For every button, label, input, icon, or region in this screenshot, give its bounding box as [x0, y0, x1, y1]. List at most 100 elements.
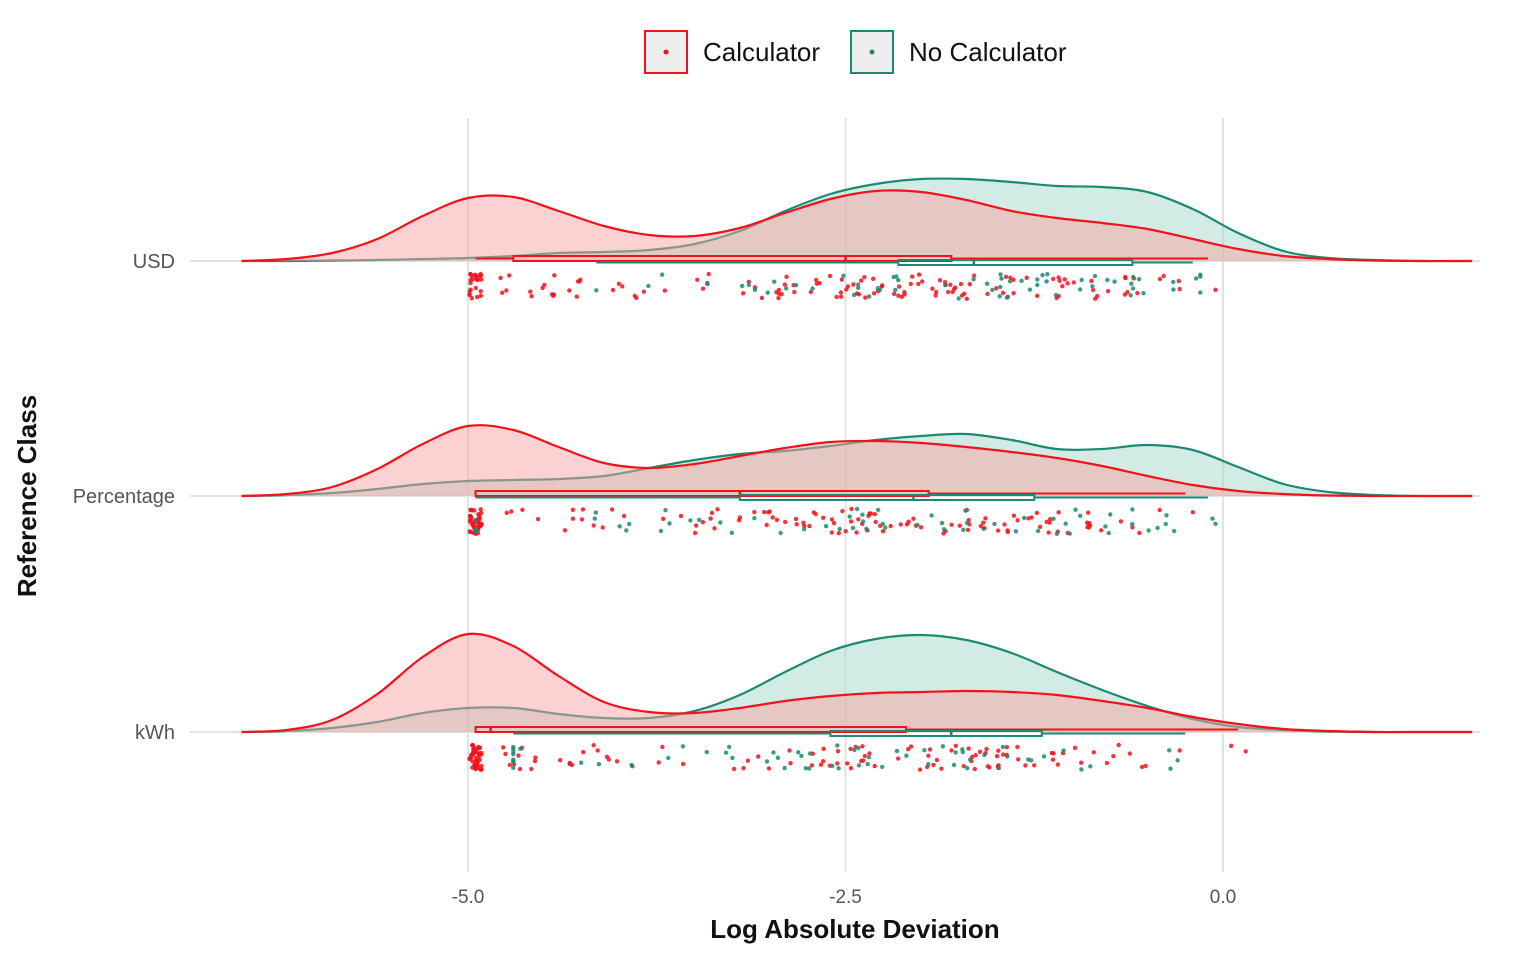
data-point-calculator [621, 513, 627, 519]
data-point-no-calculator [1004, 295, 1010, 300]
data-point-calculator [834, 294, 839, 300]
data-point-calculator [774, 290, 779, 295]
data-point-calculator [469, 296, 474, 301]
data-point-calculator [1005, 528, 1010, 533]
data-point-calculator [1055, 762, 1061, 767]
data-point-no-calculator [1078, 513, 1083, 518]
data-point-calculator [814, 277, 819, 283]
data-point-no-calculator [778, 530, 783, 536]
data-point-calculator [961, 764, 966, 769]
data-point-calculator [609, 507, 615, 512]
data-point-calculator [872, 763, 877, 769]
data-point-calculator [933, 293, 938, 298]
data-point-calculator [872, 511, 877, 517]
data-point-calculator [1190, 510, 1196, 515]
data-point-calculator [507, 273, 512, 278]
data-point-calculator [695, 277, 700, 282]
data-point-no-calculator [943, 282, 948, 287]
data-point-no-calculator [1163, 521, 1169, 527]
data-point-calculator [1139, 764, 1145, 770]
data-point-no-calculator [803, 766, 808, 771]
data-point-calculator [899, 294, 905, 299]
data-point-calculator [1056, 275, 1061, 280]
data-point-calculator [1015, 744, 1020, 750]
data-point-no-calculator [1051, 516, 1056, 521]
data-point-no-calculator [1130, 286, 1136, 291]
data-point-calculator [948, 282, 953, 287]
data-point-calculator [1086, 525, 1092, 530]
data-point-calculator [807, 523, 812, 529]
data-point-no-calculator [1175, 758, 1180, 763]
data-point-calculator [1116, 742, 1121, 748]
data-point-calculator [467, 292, 472, 298]
data-point-calculator [898, 522, 903, 527]
data-point-no-calculator [1073, 507, 1078, 512]
data-point-no-calculator [1007, 279, 1013, 284]
data-point-calculator [1016, 757, 1021, 762]
data-point-no-calculator [1079, 277, 1084, 283]
data-point-calculator [1176, 278, 1182, 284]
legend-dot-calculator [663, 49, 669, 55]
data-point-no-calculator [1108, 512, 1113, 517]
data-point-calculator [478, 293, 484, 298]
data-point-calculator [766, 766, 772, 771]
data-point-calculator [764, 522, 769, 528]
box-iqr-no-calculator [829, 730, 1043, 737]
data-point-no-calculator [961, 527, 966, 532]
data-point-no-calculator [667, 521, 672, 526]
data-point-no-calculator [866, 755, 872, 760]
data-point-calculator [479, 521, 484, 527]
data-point-calculator [862, 275, 867, 280]
data-point-no-calculator [1000, 744, 1006, 750]
data-point-calculator [529, 766, 534, 772]
data-point-calculator [1111, 754, 1116, 759]
data-point-calculator [926, 753, 931, 758]
box-iqr-calculator [474, 490, 930, 497]
data-point-calculator [1143, 763, 1148, 769]
data-point-calculator [845, 284, 851, 289]
data-point-calculator [891, 291, 897, 296]
data-point-no-calculator [617, 524, 622, 529]
data-point-no-calculator [984, 281, 990, 286]
data-point-no-calculator [473, 526, 478, 531]
data-point-no-calculator [1164, 513, 1169, 518]
data-point-calculator [848, 519, 854, 524]
data-point-no-calculator [875, 286, 880, 291]
data-point-calculator [741, 766, 746, 771]
data-point-no-calculator [1035, 528, 1041, 534]
data-point-calculator [551, 293, 556, 298]
data-point-no-calculator [880, 521, 885, 527]
data-point-calculator [476, 744, 481, 750]
data-point-calculator [860, 744, 865, 749]
data-point-calculator [783, 519, 788, 525]
data-point-calculator [662, 288, 667, 293]
data-point-calculator [934, 289, 939, 295]
data-point-no-calculator [999, 276, 1004, 281]
data-point-no-calculator [1013, 529, 1019, 534]
data-point-calculator [896, 293, 901, 298]
data-point-no-calculator [1129, 281, 1134, 286]
data-point-calculator [752, 509, 757, 515]
data-point-calculator [680, 761, 686, 767]
data-point-no-calculator [1019, 278, 1024, 283]
density-fill-calculator [241, 425, 1473, 497]
data-point-calculator [1056, 510, 1061, 515]
data-point-no-calculator [1105, 277, 1110, 283]
data-point-calculator [1071, 280, 1077, 285]
data-point-calculator [475, 294, 480, 300]
data-point-calculator [927, 747, 933, 752]
data-point-calculator [509, 509, 514, 514]
data-point-calculator [1084, 520, 1090, 525]
data-point-no-calculator [697, 517, 702, 523]
data-point-calculator [1098, 528, 1104, 533]
data-point-calculator [708, 516, 713, 521]
data-point-calculator [468, 280, 473, 286]
data-point-no-calculator [518, 746, 523, 751]
data-point-no-calculator [967, 757, 973, 762]
data-point-calculator [911, 516, 916, 521]
data-point-calculator [977, 749, 983, 754]
data-point-no-calculator [1054, 531, 1060, 536]
data-point-calculator [533, 755, 538, 760]
